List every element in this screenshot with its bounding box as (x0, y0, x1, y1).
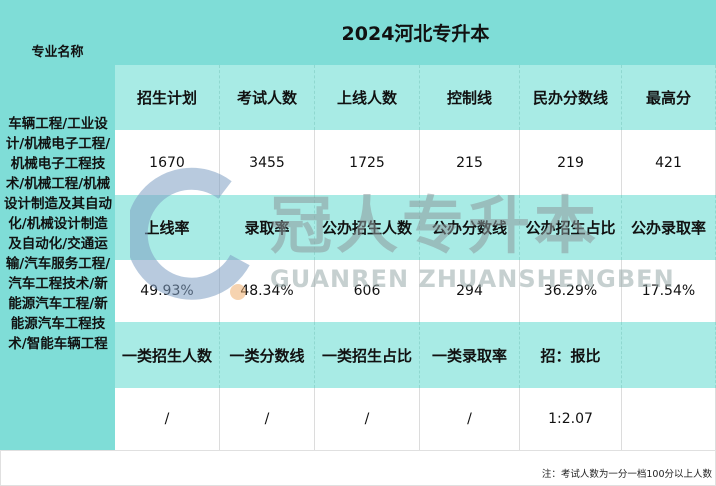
table-cell: / (420, 388, 520, 450)
table-cell (622, 388, 716, 450)
column-header: 一类分数线 (220, 322, 315, 388)
column-header: 一类录取率 (420, 322, 520, 388)
table-cell: 48.34% (220, 260, 315, 322)
column-header: 招：报比 (520, 322, 622, 388)
table-cell: 294 (420, 260, 520, 322)
header-row: 上线率 录取率 公办招生人数 公办分数线 公办招生占比 公办录取率 (115, 195, 716, 260)
column-header: 公办录取率 (622, 195, 716, 260)
column-header: 公办招生占比 (520, 195, 622, 260)
table-cell: / (220, 388, 315, 450)
major-header: 专业名称 (31, 44, 84, 60)
column-header: 一类招生人数 (115, 322, 220, 388)
column-header: 招生计划 (115, 65, 220, 130)
column-header: 上线人数 (315, 65, 420, 130)
value-row: / / //1:2.07 (115, 388, 716, 451)
table-cell: 17.54% (622, 260, 716, 322)
column-header: 上线率 (115, 195, 220, 260)
table-cell: 3455 (220, 130, 315, 195)
table-cell: / (315, 388, 420, 450)
column-header: 考试人数 (220, 65, 315, 130)
value-row: 1670 3455 1725 215 219 421 (115, 130, 716, 196)
table-cell: / (115, 388, 220, 450)
table-cell: 219 (520, 130, 622, 195)
header-row: 一类招生人数 一类分数线 一类招生占比 一类录取率 招：报比 (115, 322, 716, 388)
column-header: 民办分数线 (520, 65, 622, 130)
column-header: 公办分数线 (420, 195, 520, 260)
major-name: 车辆工程/工业设计/机械电子工程/机械电子工程技术/机械工程/机械设计制造及其自… (4, 116, 112, 352)
table-title: 2024河北专升本 (115, 0, 716, 65)
table-cell: 421 (622, 130, 716, 195)
table-cell: 36.29% (520, 260, 622, 322)
header-row: 招生计划 考试人数 上线人数 控制线 民办分数线 最高分 (115, 65, 716, 130)
table-cell: 606 (315, 260, 420, 322)
column-header: 一类招生占比 (315, 322, 420, 388)
column-header: 控制线 (420, 65, 520, 130)
value-row: 49.93% 48.34% 606 294 36.29% 17.54% (115, 260, 716, 323)
table-cell: 1670 (115, 130, 220, 195)
column-header: 公办招生人数 (315, 195, 420, 260)
table-cell: 1725 (315, 130, 420, 195)
major-column (0, 0, 115, 450)
column-header (622, 322, 716, 388)
table-cell: 49.93% (115, 260, 220, 322)
table-cell: 215 (420, 130, 520, 195)
footnote: 注：考试人数为一分一档100分以上人数 (541, 469, 712, 480)
column-header: 录取率 (220, 195, 315, 260)
column-header: 最高分 (622, 65, 716, 130)
table-cell: 1:2.07 (520, 388, 622, 450)
